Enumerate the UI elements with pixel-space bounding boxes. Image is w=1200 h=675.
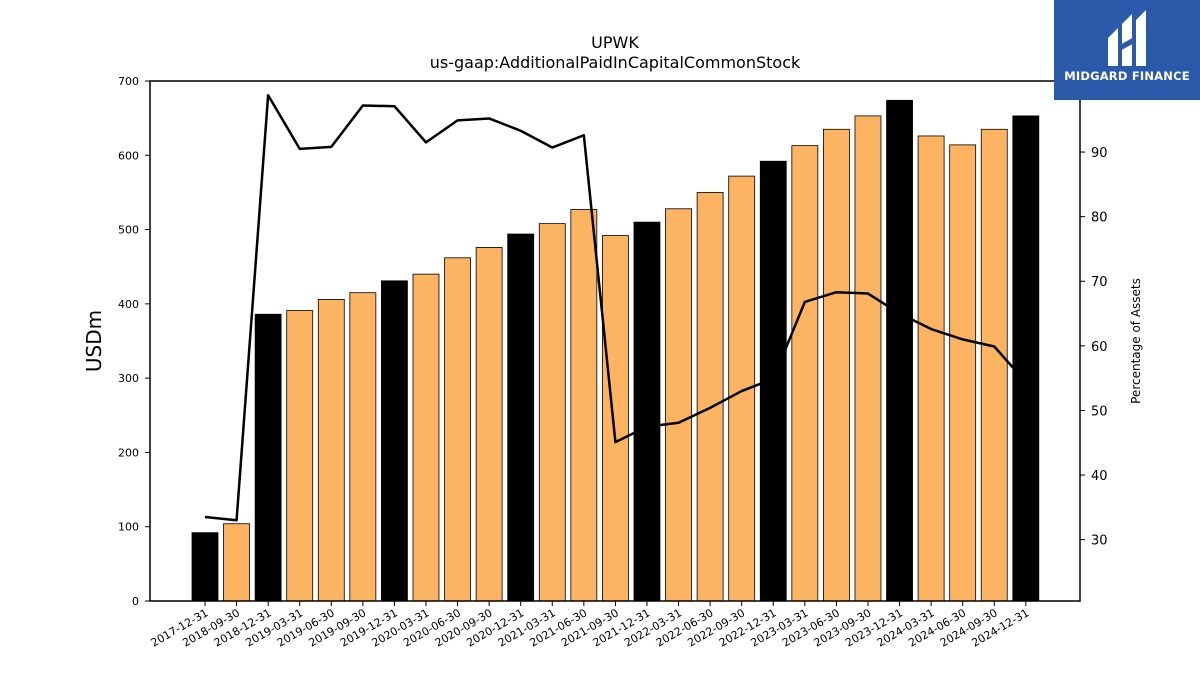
y2-tick-label: 50 xyxy=(1091,404,1108,419)
y2-tick-label: 30 xyxy=(1091,534,1108,549)
y-tick-label: 300 xyxy=(118,372,139,385)
bar-2023-03-31 xyxy=(791,145,819,602)
bar-2020-03-31 xyxy=(412,273,440,602)
bar-2023-09-30 xyxy=(854,115,882,602)
bars-group xyxy=(191,99,1040,602)
percentage-line xyxy=(204,93,1027,522)
y-tick-label: 700 xyxy=(118,75,139,88)
y-axis-label: USDm xyxy=(82,310,106,372)
bar-2022-06-30 xyxy=(696,192,724,602)
y-tick-label: 200 xyxy=(118,446,139,459)
y-tick-label: 500 xyxy=(118,224,139,237)
y2-tick-label: 40 xyxy=(1091,469,1108,484)
bar-2019-12-31 xyxy=(381,280,408,602)
y-tick-label: 400 xyxy=(118,298,139,311)
y2-tick-label: 60 xyxy=(1091,340,1108,355)
bar-2021-06-30 xyxy=(570,209,598,602)
bar-2019-09-30 xyxy=(349,292,377,602)
y-tick-label: 0 xyxy=(132,595,139,608)
y2-tick-label: 70 xyxy=(1091,275,1108,290)
brand-logo: MIDGARD FINANCE xyxy=(1054,0,1200,100)
bar-2021-03-31 xyxy=(538,223,566,602)
bar-2020-09-30 xyxy=(475,246,503,602)
logo-text: MIDGARD FINANCE xyxy=(1064,69,1190,83)
y-tick-label: 100 xyxy=(118,521,139,534)
bar-2017-12-31 xyxy=(191,532,219,602)
bar-2024-06-30 xyxy=(949,144,977,602)
bar-2024-03-31 xyxy=(917,135,945,602)
bar-2021-09-30 xyxy=(602,235,629,602)
bar-2024-12-31 xyxy=(1012,115,1040,602)
y2-tick-label: 90 xyxy=(1091,146,1108,161)
bar-2019-03-31 xyxy=(286,310,314,602)
chart-title: UPWK xyxy=(591,33,639,52)
bar-2021-12-31 xyxy=(633,221,661,602)
bar-2019-06-30 xyxy=(317,298,345,602)
bar-2023-12-31 xyxy=(886,99,913,602)
bar-2020-12-31 xyxy=(507,233,535,602)
bar-2020-06-30 xyxy=(444,257,471,602)
y-tick-label: 600 xyxy=(118,149,139,162)
line-group xyxy=(204,93,1027,522)
bar-2024-09-30 xyxy=(980,128,1008,602)
chart-subtitle: us-gaap:AdditionalPaidInCapitalCommonSto… xyxy=(430,53,801,72)
logo-mark-icon xyxy=(1108,10,1146,66)
bar-2022-03-31 xyxy=(665,208,692,602)
y2-axis-label: Percentage of Assets xyxy=(1129,278,1143,404)
bar-2018-09-30 xyxy=(223,523,250,602)
bar-2018-12-31 xyxy=(254,313,282,602)
bar-2023-06-30 xyxy=(823,128,850,602)
y2-tick-label: 80 xyxy=(1091,211,1108,226)
